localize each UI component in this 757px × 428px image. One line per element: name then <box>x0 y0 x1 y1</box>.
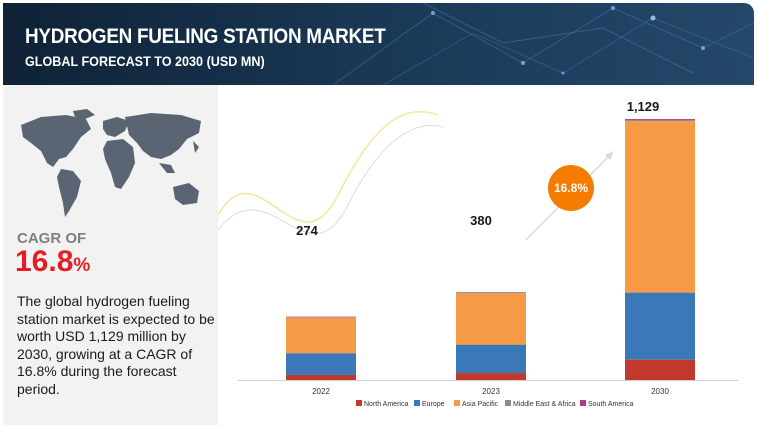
bar-segment-asia-pacific <box>286 317 356 354</box>
summary-panel: CAGR OF 16.8% The global hydrogen fuelin… <box>3 85 218 425</box>
header-decoration <box>332 3 754 85</box>
legend-swatch <box>356 400 362 406</box>
bar-segment-europe <box>286 353 356 375</box>
x-tick-label: 2030 <box>651 387 669 396</box>
legend-entry: Europe <box>422 401 445 408</box>
bar-segment-europe <box>456 344 526 374</box>
bar-total-label: 1,129 <box>627 99 660 114</box>
x-tick-label: 2023 <box>482 387 500 396</box>
legend-swatch <box>505 400 511 406</box>
decor-swoosh <box>218 111 439 223</box>
legend-swatch <box>414 400 420 406</box>
legend-entry: Middle East & Africa <box>513 401 576 408</box>
legend-entry: Asia Pacific <box>462 401 499 408</box>
legend-entry: South America <box>588 401 634 408</box>
bar-segment-asia-pacific <box>456 293 526 345</box>
bar-segment-middle-east-africa <box>625 119 695 122</box>
bar-total-label: 380 <box>470 213 492 228</box>
bar-segment-north-america <box>456 373 526 380</box>
legend-swatch <box>580 400 586 406</box>
bar-segment-north-america <box>286 374 356 380</box>
bar-total-label: 274 <box>296 223 318 238</box>
cagr-badge-label: 16.8% <box>554 181 588 195</box>
x-tick-label: 2022 <box>312 387 330 396</box>
cagr-label: CAGR OF <box>17 230 87 247</box>
growth-arrow-head <box>605 151 614 160</box>
cagr-badge <box>548 165 594 211</box>
decor-swoosh <box>218 124 444 235</box>
stacked-bar-chart: 2022 274 2023 380 2030 1,129 16.8% North Americ… <box>218 99 738 408</box>
bar-segment-europe <box>625 292 695 360</box>
cagr-value: 16.8% <box>15 245 90 279</box>
cagr-number: 16.8 <box>15 245 74 278</box>
bar-segment-south-america <box>625 119 695 120</box>
legend-swatch <box>454 400 460 406</box>
bar-segment-north-america <box>625 359 695 380</box>
bar-segment-middle-east-africa <box>456 292 526 294</box>
bar-segment-asia-pacific <box>625 121 695 293</box>
legend-entry: North America <box>364 401 408 408</box>
page-title: HYDROGEN FUELING STATION MARKET <box>25 25 386 48</box>
cagr-unit: % <box>73 255 91 276</box>
market-description: The global hydrogen fueling station mark… <box>17 293 215 397</box>
world-map-icon <box>21 109 201 217</box>
page-subtitle: GLOBAL FORECAST TO 2030 (USD MN) <box>25 53 265 69</box>
header-banner: HYDROGEN FUELING STATION MARKET GLOBAL F… <box>3 3 754 85</box>
